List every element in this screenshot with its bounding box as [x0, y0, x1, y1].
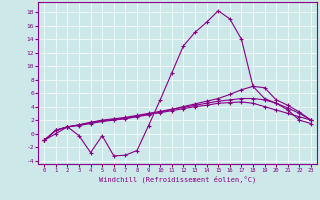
X-axis label: Windchill (Refroidissement éolien,°C): Windchill (Refroidissement éolien,°C) — [99, 176, 256, 183]
